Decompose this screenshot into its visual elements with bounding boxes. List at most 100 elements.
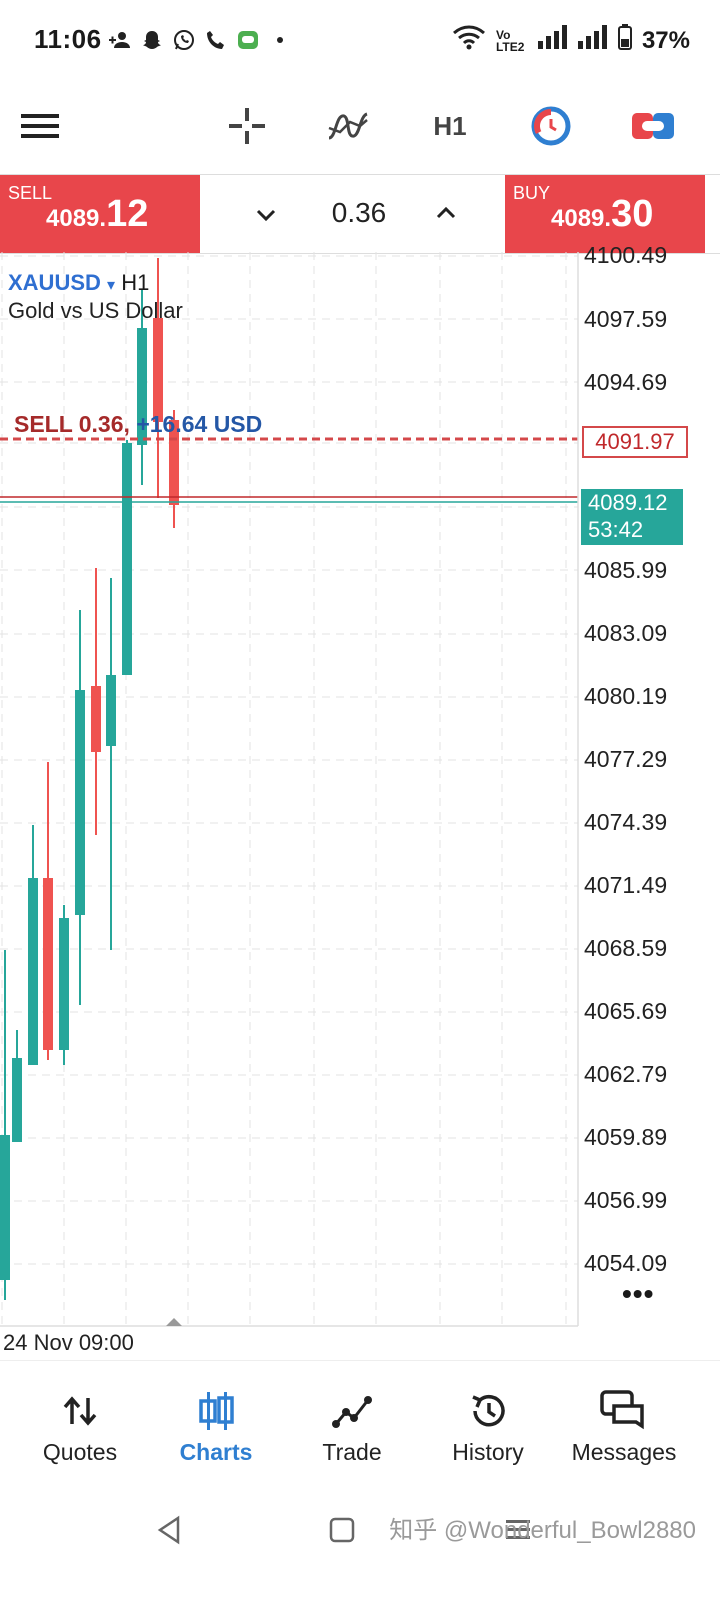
toggle-icon [632, 113, 674, 139]
timeframe-button[interactable]: H1 [424, 80, 476, 172]
bullish-candle [28, 878, 38, 1065]
signal-icon-1 [537, 25, 568, 56]
home-square-icon [329, 1517, 355, 1543]
price-axis-label: 4054.09 [584, 1250, 668, 1276]
position-type: SELL 0.36, [14, 411, 130, 437]
bullish-candle [75, 690, 85, 915]
price-axis-label: 4068.59 [584, 935, 668, 961]
price-axis-label: 4065.69 [584, 998, 668, 1024]
bullish-candle [122, 443, 132, 675]
status-time: 11:06 [34, 24, 102, 54]
price-axis-label: 4083.09 [584, 620, 668, 646]
chevron-up-icon [436, 206, 456, 219]
one-click-trading-button[interactable] [526, 80, 576, 172]
sell-label: SELL [8, 183, 53, 203]
bid-price-label: 4089.12 53:42 [581, 489, 683, 545]
symbol-label[interactable]: XAUUSD ▾ H1 [8, 270, 149, 296]
system-recents-button[interactable] [498, 1510, 538, 1550]
price-axis-label: 4071.49 [584, 872, 668, 898]
bullish-candle [0, 1135, 10, 1280]
nav-charts[interactable]: Charts [148, 1361, 284, 1481]
time-scroll-marker[interactable] [166, 1318, 182, 1326]
phone-icon [204, 28, 228, 52]
nav-trade[interactable]: Trade [284, 1361, 420, 1481]
nav-trade-label: Trade [322, 1439, 382, 1465]
bid-price: 4089.12 [588, 490, 668, 515]
buy-button[interactable]: BUY 4089.30 [505, 175, 705, 253]
nav-history[interactable]: History [420, 1361, 556, 1481]
indicators-icon [328, 112, 368, 140]
system-navigation-bar [0, 1490, 720, 1604]
volte-label: Vo LTE2 [495, 27, 525, 54]
more-options-button[interactable]: ••• [622, 1278, 655, 1309]
indicators-button[interactable] [322, 80, 374, 172]
bearish-candle [91, 686, 101, 752]
system-home-button[interactable] [322, 1510, 362, 1550]
one-click-trade-bar: SELL 4089.12 0.36 BUY 4089.30 [0, 174, 720, 254]
quotes-icon [12, 1391, 148, 1431]
nav-quotes[interactable]: Quotes [12, 1361, 148, 1481]
nav-charts-label: Charts [179, 1439, 253, 1465]
bottom-navigation: Quotes Charts Trade History Messages [0, 1360, 720, 1481]
price-axis-label: 4100.49 [584, 242, 668, 268]
trade-icon [284, 1391, 420, 1431]
bullish-candle [137, 328, 147, 445]
decrease-lot-button[interactable] [246, 195, 286, 235]
trade-mode-button[interactable] [628, 80, 678, 172]
price-axis-label: 4062.79 [584, 1061, 668, 1087]
bullish-candle [59, 918, 69, 1050]
bearish-candle [169, 420, 179, 505]
candle-countdown: 53:42 [588, 517, 644, 542]
price-axis-label: 4085.99 [584, 557, 668, 583]
chart-toolbar: H1 [0, 80, 720, 172]
buy-price: 4089.30 [551, 193, 654, 235]
bearish-candle [153, 318, 163, 422]
lot-selector: 0.36 [204, 175, 514, 253]
snapchat-icon [140, 28, 164, 52]
notification-icons [108, 28, 292, 52]
menu-button[interactable] [14, 80, 66, 172]
chevron-down-icon [256, 209, 276, 222]
timer-icon [531, 106, 571, 146]
bullish-candle [106, 675, 116, 746]
price-axis-label: 4074.39 [584, 809, 668, 835]
position-price-label: 4091.97 [582, 426, 688, 458]
crosshair-button[interactable] [224, 80, 270, 172]
position-label[interactable]: SELL 0.36, +16.64 USD [14, 411, 262, 438]
sell-button[interactable]: SELL 4089.12 [0, 175, 200, 253]
messages-app-icon [236, 28, 260, 52]
wifi-icon [452, 24, 486, 57]
hamburger-icon [21, 114, 59, 138]
symbol-timeframe: H1 [121, 270, 150, 295]
nav-messages[interactable]: Messages [556, 1361, 692, 1481]
battery-icon [617, 24, 632, 57]
recents-icon [506, 1520, 530, 1539]
more-notifications-dot [268, 28, 292, 52]
price-axis-label: 4094.69 [584, 369, 668, 395]
symbol-name: XAUUSD [8, 270, 101, 295]
price-axis-label: 4059.89 [584, 1124, 668, 1150]
nav-quotes-label: Quotes [42, 1439, 118, 1465]
history-icon [420, 1391, 556, 1431]
status-right: Vo LTE2 37% [452, 24, 690, 57]
timeframe-label: H1 [433, 110, 467, 141]
charts-icon [148, 1391, 284, 1431]
signal-icon-2 [577, 25, 608, 56]
position-pnl: +16.64 USD [136, 411, 263, 437]
increase-lot-button[interactable] [426, 193, 466, 233]
system-back-button[interactable] [150, 1510, 190, 1550]
add-contact-icon [108, 28, 132, 52]
price-axis-label: 4097.59 [584, 306, 668, 332]
price-axis-label: 4077.29 [584, 746, 668, 772]
crosshair-icon [229, 108, 265, 144]
watermark: 知乎 @Wonderful_Bowl2880 [389, 1517, 696, 1544]
nav-history-label: History [452, 1439, 524, 1465]
symbol-description: Gold vs US Dollar [8, 298, 183, 323]
sell-price: 4089.12 [46, 193, 149, 235]
candles [0, 258, 179, 1300]
price-chart[interactable] [0, 252, 720, 1360]
back-triangle-icon [157, 1515, 180, 1545]
bullish-candle [12, 1058, 22, 1142]
status-bar: 11:06 Vo LTE2 [0, 0, 720, 80]
lot-value[interactable]: 0.36 [331, 197, 387, 228]
